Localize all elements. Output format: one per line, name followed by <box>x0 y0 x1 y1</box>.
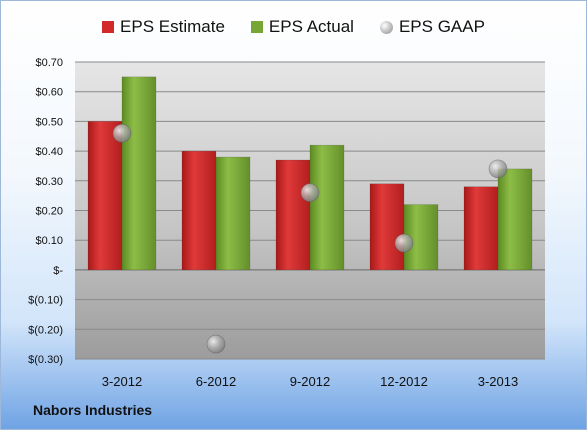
eps-gaap-marker <box>300 183 320 203</box>
bars <box>87 76 533 271</box>
y-tick-label: $(0.10) <box>28 295 63 307</box>
legend-swatch-eps-actual <box>250 21 263 33</box>
y-tick-label: $0.70 <box>35 57 63 69</box>
eps-gaap-marker <box>488 159 508 179</box>
legend-item-eps-estimate: EPS Estimate <box>102 17 225 37</box>
eps-estimate-bar <box>275 159 311 271</box>
y-axis-ticks: $0.70 $0.60 $0.50 $0.40 $0.30 $0.20 $0.10 $- $(0… <box>28 57 63 366</box>
x-axis-ticks: 3-2012 6-2012 9-2012 12-2012 3-2013 <box>102 374 518 389</box>
eps-actual-bar <box>309 144 345 271</box>
eps-estimate-bar <box>369 183 405 271</box>
x-tick-label: 9-2012 <box>290 374 330 389</box>
x-tick-label: 3-2012 <box>102 374 142 389</box>
y-tick-label: $(0.30) <box>28 354 63 366</box>
y-tick-label: $0.40 <box>35 146 63 158</box>
y-tick-label: $0.10 <box>35 235 63 247</box>
eps-estimate-bar <box>87 121 123 271</box>
legend-item-eps-gaap: EPS GAAP <box>379 17 485 37</box>
legend-label-eps-gaap: EPS GAAP <box>398 17 485 36</box>
x-tick-label: 6-2012 <box>196 374 236 389</box>
y-tick-label: $(0.20) <box>28 324 63 336</box>
eps-actual-bar <box>121 76 157 271</box>
x-tick-label: 12-2012 <box>380 374 428 389</box>
legend-item-eps-actual: EPS Actual <box>250 17 354 37</box>
chart-legend: EPS Estimate EPS Actual EPS GAAP <box>0 17 587 37</box>
eps-gaap-marker <box>394 233 414 253</box>
y-tick-label: $0.60 <box>35 87 63 99</box>
legend-label-eps-estimate: EPS Estimate <box>120 17 225 36</box>
eps-gaap-marker <box>206 334 226 354</box>
company-name: Nabors Industries <box>33 402 153 418</box>
gaap-markers <box>112 123 508 354</box>
legend-swatch-eps-gaap <box>379 20 393 34</box>
eps-gaap-marker <box>112 123 132 143</box>
eps-actual-bar <box>215 156 251 271</box>
y-tick-label: $0.20 <box>35 206 63 218</box>
y-tick-label: $- <box>53 265 63 277</box>
eps-estimate-bar <box>463 186 499 271</box>
legend-label-eps-actual: EPS Actual <box>268 17 354 36</box>
legend-swatch-eps-estimate <box>102 21 115 33</box>
y-tick-label: $0.30 <box>35 176 63 188</box>
eps-actual-bar <box>497 168 533 271</box>
x-tick-label: 3-2013 <box>478 374 518 389</box>
y-tick-label: $0.50 <box>35 116 63 128</box>
eps-estimate-bar <box>181 150 217 271</box>
